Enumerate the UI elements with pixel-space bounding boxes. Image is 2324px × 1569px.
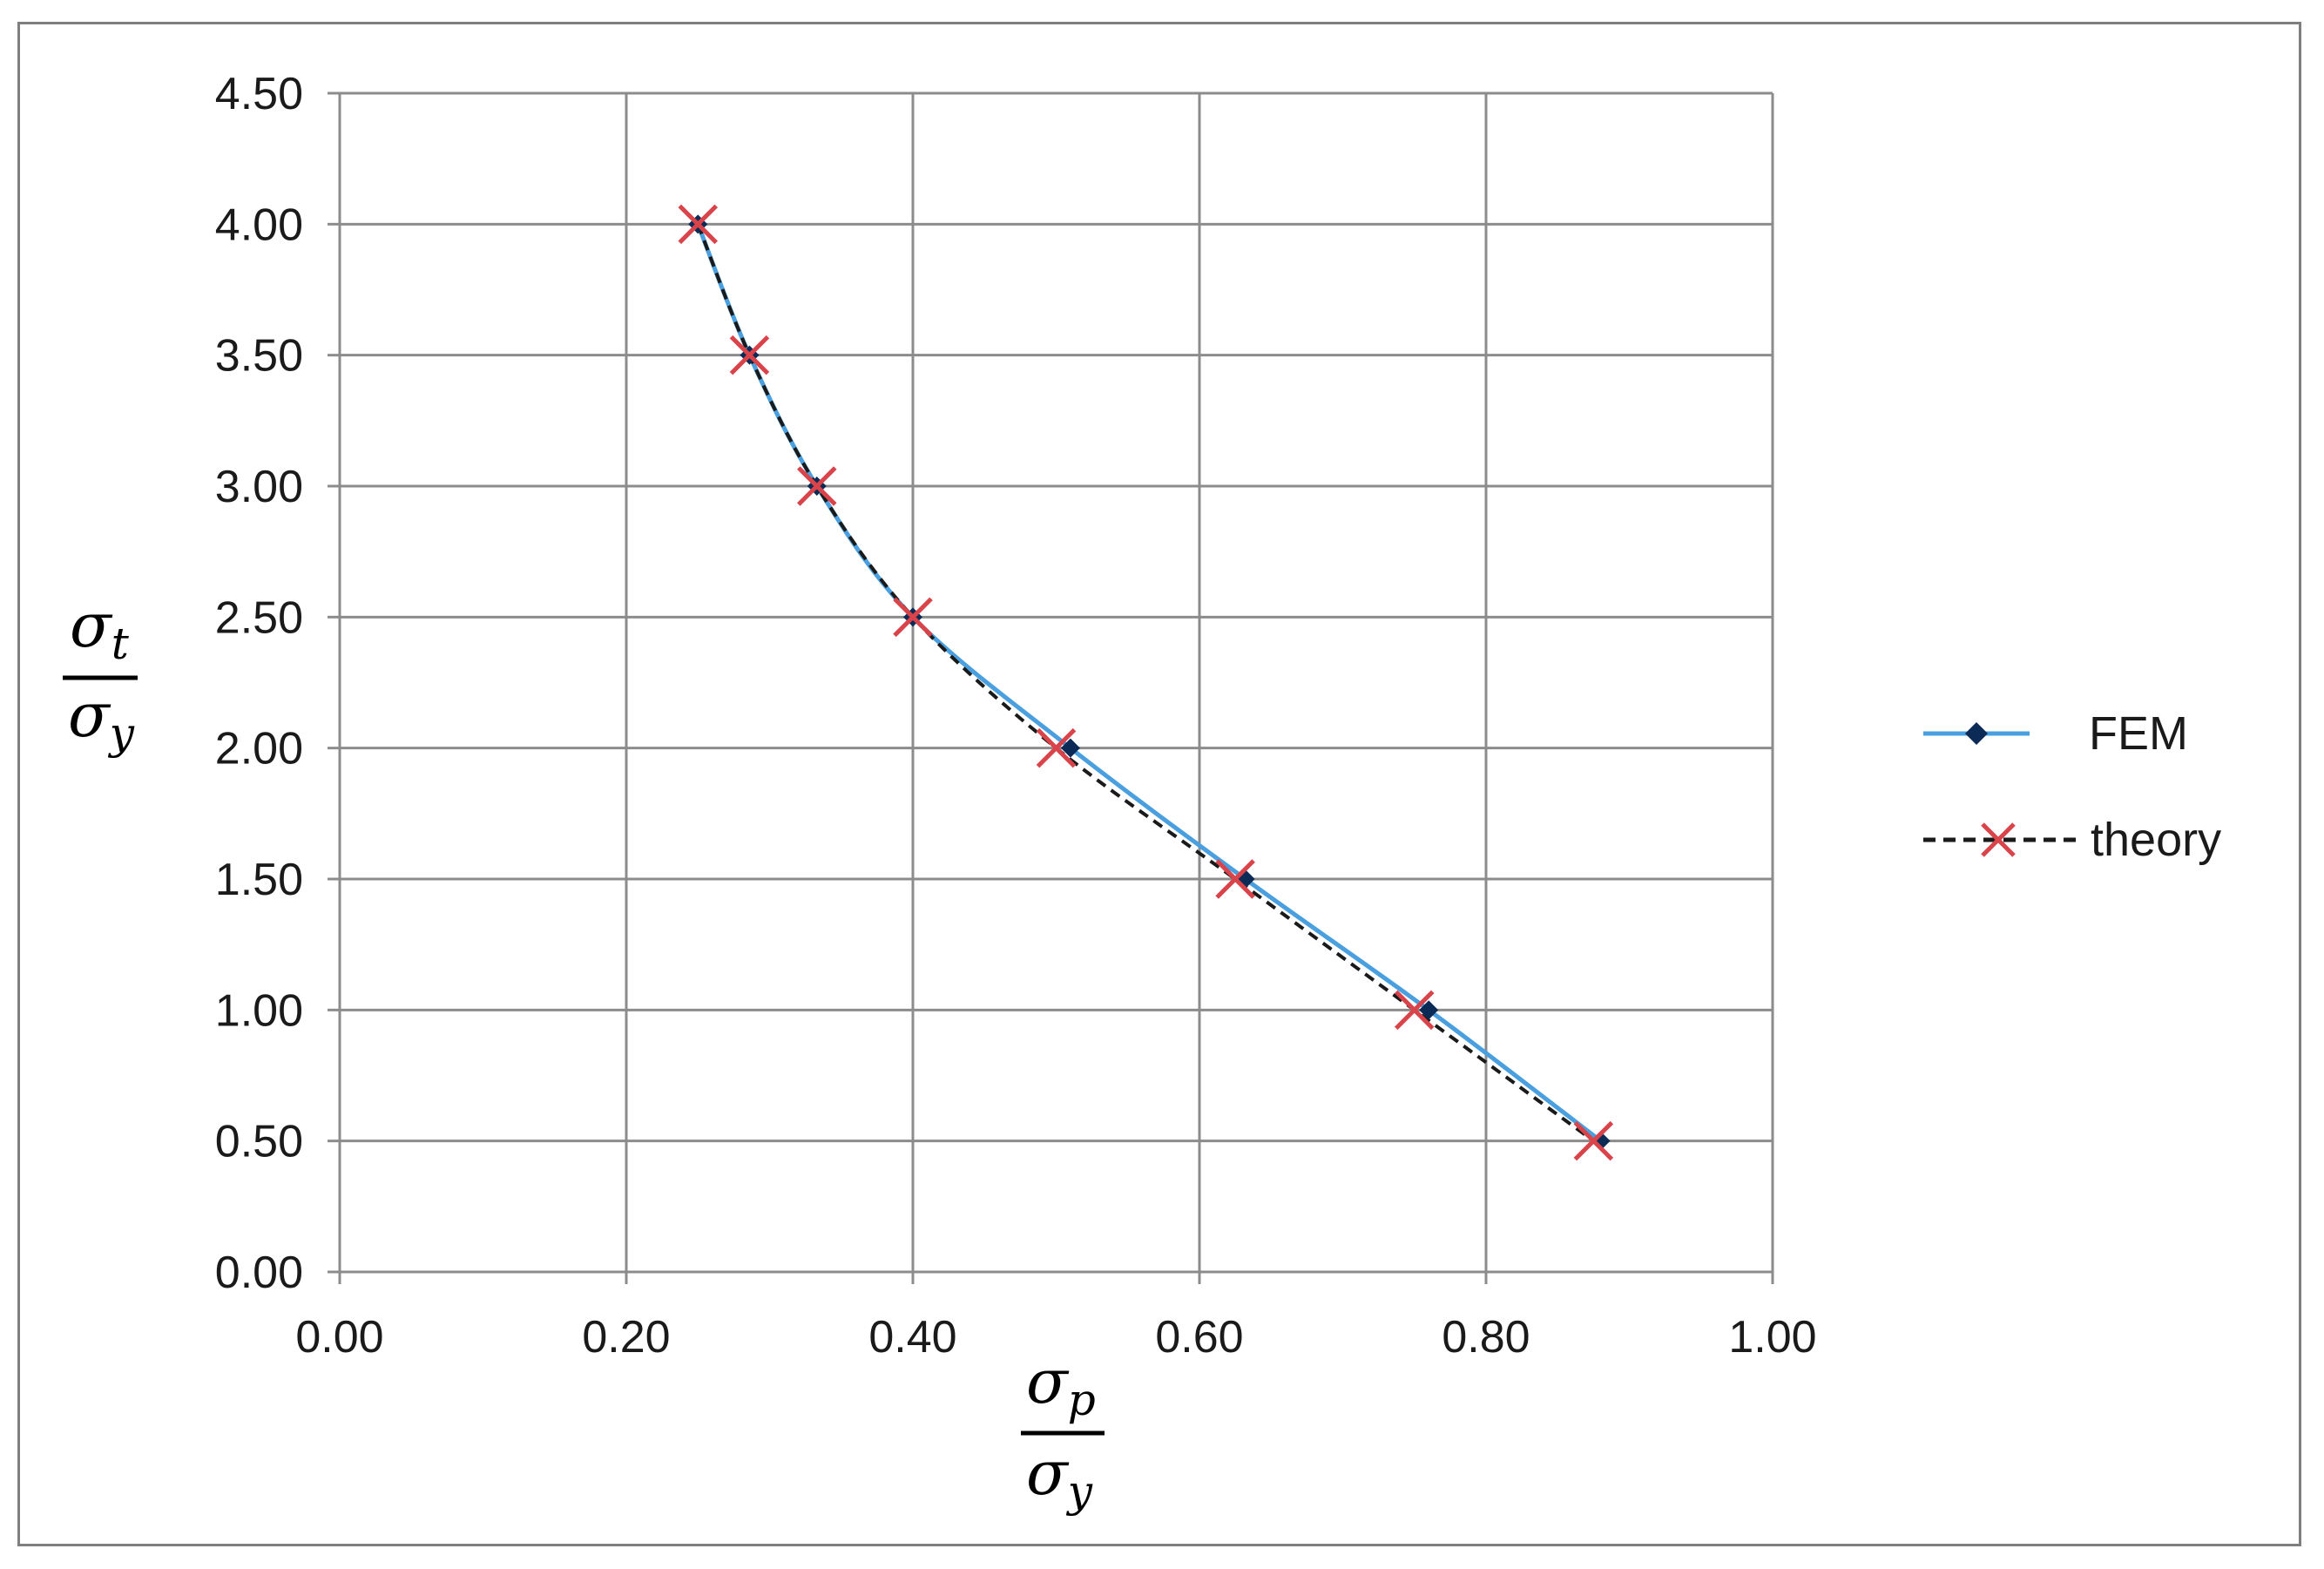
legend-fem-label: FEM <box>2089 707 2188 760</box>
x-tick-label: 1.00 <box>1728 1312 1816 1363</box>
x-axis-label: σp σy <box>1021 1346 1105 1517</box>
legend-item-theory: theory <box>1923 814 2221 866</box>
chart-frame <box>17 22 2301 1546</box>
y-label-numerator: σt <box>70 590 130 669</box>
legend-theory-marker <box>1981 822 2016 857</box>
y-tick-label: 2.00 <box>215 724 303 774</box>
fem-point <box>1419 1000 1439 1020</box>
x-tick-labels: 0.00 0.20 0.40 0.60 0.80 1.00 <box>295 1312 1816 1363</box>
y-label-num-sub: t <box>111 619 130 669</box>
legend-item-fem: FEM <box>1923 707 2188 760</box>
y-label-denominator: σy <box>68 680 135 759</box>
legend: FEM theory <box>1923 707 2221 866</box>
theory-point <box>797 466 837 506</box>
x-tick-label: 0.60 <box>1155 1312 1243 1363</box>
x-label-den-base: σ <box>1026 1437 1070 1509</box>
x-label-den-sub: y <box>1066 1466 1093 1517</box>
y-tick-label: 0.00 <box>215 1248 303 1298</box>
y-tick-labels: 0.00 0.50 1.00 1.50 2.00 2.50 3.00 3.50 4.00 4.50 <box>215 69 303 1298</box>
y-tick-label: 1.50 <box>215 855 303 905</box>
x-tick-label: 0.00 <box>295 1312 383 1363</box>
y-tick-label: 2.50 <box>215 592 303 643</box>
y-label-num-base: σ <box>70 590 113 661</box>
theory-point <box>1215 859 1255 899</box>
series-line-theory <box>696 223 1595 1143</box>
y-tick-label: 4.50 <box>215 69 303 119</box>
x-label-num-sub: p <box>1068 1375 1096 1425</box>
legend-fem-marker <box>1965 722 1988 745</box>
y-tick-label: 1.00 <box>215 985 303 1036</box>
legend-theory-label: theory <box>2091 814 2221 866</box>
y-tick-label: 3.50 <box>215 331 303 382</box>
x-tick-label: 0.20 <box>582 1312 670 1363</box>
x-tick-label: 0.40 <box>868 1312 956 1363</box>
theory-point <box>893 597 933 638</box>
axes <box>328 91 1774 1284</box>
y-axis-label: σt σy <box>63 590 138 759</box>
y-label-den-sub: y <box>108 708 135 759</box>
y-tick-label: 3.00 <box>215 462 303 512</box>
theory-point <box>1036 727 1077 768</box>
x-label-denominator: σy <box>1026 1437 1093 1517</box>
theory-point <box>678 204 719 245</box>
grid <box>340 91 1774 1272</box>
theory-point <box>1573 1120 1614 1161</box>
y-label-den-base: σ <box>68 680 111 751</box>
x-label-num-base: σ <box>1026 1346 1070 1417</box>
x-label-numerator: σp <box>1026 1346 1096 1425</box>
series-layer <box>678 204 1614 1161</box>
series-line-fem <box>695 223 1603 1143</box>
y-tick-label: 0.50 <box>215 1117 303 1167</box>
fem-point <box>1060 738 1080 758</box>
theory-point <box>729 335 770 375</box>
y-tick-label: 4.00 <box>215 200 303 250</box>
x-tick-label: 0.80 <box>1442 1312 1530 1363</box>
theory-point <box>1394 990 1435 1031</box>
